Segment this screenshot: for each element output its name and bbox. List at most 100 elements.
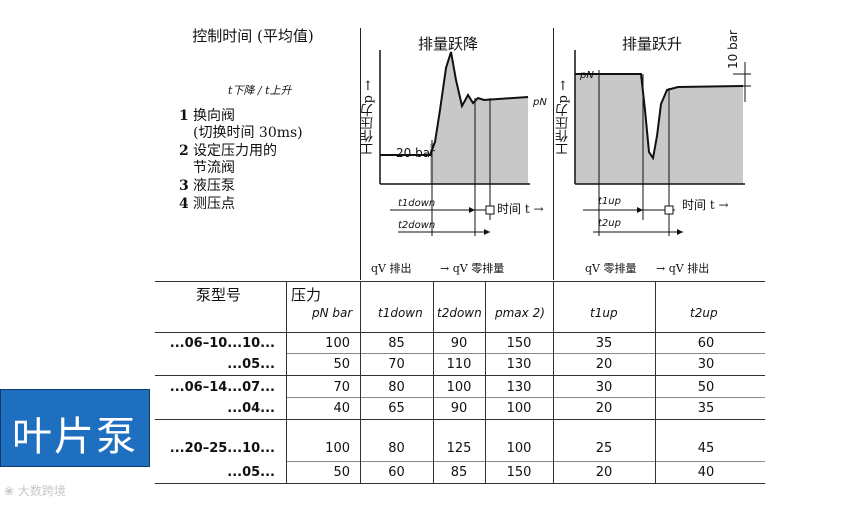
table-cell: 85 (450, 465, 468, 480)
table-cell: 130 (506, 380, 532, 395)
pressure-area (575, 74, 743, 184)
row-label: ...20–25...10... (169, 441, 275, 456)
diagram-down-t1: t1down (398, 198, 436, 209)
table-cell: 40 (697, 465, 715, 480)
pressure-area (430, 52, 528, 184)
table-cell: 80 (388, 441, 405, 456)
pressure-curve (380, 51, 529, 156)
table-cell: 35 (697, 401, 715, 416)
arrow-head (637, 207, 643, 213)
table-rule (155, 332, 765, 333)
header-pump: 泵型号 (196, 286, 242, 304)
table-cell: 100 (325, 336, 350, 351)
table-subrule (286, 461, 765, 462)
table-cell: 30 (595, 380, 613, 395)
diagram-up-t1: t1up (598, 196, 621, 207)
table-col-line (286, 281, 287, 483)
diagram-up-title: 排量跃升 (622, 35, 683, 53)
table-cell: 130 (506, 357, 532, 372)
diagram-up-plot (574, 50, 751, 236)
table-col-line (655, 281, 656, 483)
table-cell: 65 (388, 401, 405, 416)
row-label: ...06–10...10... (169, 336, 275, 351)
table-cell: 50 (333, 465, 350, 480)
header-t2down: t2down (437, 306, 482, 320)
legend-item: 2 设定压力用的 (179, 143, 277, 159)
arrow-head (677, 229, 683, 235)
legend-item: 3 液压泵 (179, 178, 235, 194)
table-rule (155, 483, 765, 484)
table-rule (155, 419, 765, 420)
table-cell: 90 (450, 401, 468, 416)
separator (553, 28, 554, 280)
table-rule (155, 281, 765, 282)
table-rule (155, 375, 765, 376)
side-label: 叶片泵 (0, 389, 150, 467)
table-cell: 20 (595, 401, 613, 416)
table-cell: 110 (446, 357, 472, 372)
table-col-line (360, 281, 361, 483)
diagram-down-pn: pN (533, 97, 547, 108)
table-cell: 80 (388, 380, 405, 395)
table-cell: 40 (333, 401, 350, 416)
diagram-down-footer-left: qV 排出 (371, 262, 412, 275)
table-cell: 60 (697, 336, 715, 351)
table-cell: 70 (388, 357, 405, 372)
watermark-icon: ❀ (4, 484, 18, 498)
table-cell: 50 (697, 380, 715, 395)
diagram-up-time: 时间 t → (682, 196, 729, 213)
header-t1down: t1down (378, 306, 423, 320)
diagram-down-level: 20 bar (396, 146, 435, 160)
diagram-up-footer-right: → qV 排出 (656, 262, 710, 275)
diagram-down-title: 排量跃降 (418, 35, 479, 53)
header-pmax: pmax 2) (495, 306, 545, 320)
table-subrule (286, 353, 765, 354)
table-cell: 150 (506, 465, 532, 480)
table-cell: 30 (697, 357, 715, 372)
table-cell: 35 (595, 336, 613, 351)
table-cell: 60 (388, 465, 405, 480)
arrow-head (469, 207, 475, 213)
table-cell: 20 (595, 465, 613, 480)
time-marker (485, 205, 495, 215)
table-cell: 45 (697, 441, 715, 456)
diagram-down-plot (379, 50, 530, 236)
table-col-line (553, 281, 554, 483)
legend-item: 1 换向阀 (179, 108, 235, 124)
table-col-line (433, 281, 434, 483)
header-pressure-unit: pN bar (312, 306, 353, 320)
header-pressure: 压力 (291, 286, 322, 304)
header-t1up: t1up (590, 306, 618, 320)
table-cell: 85 (388, 336, 405, 351)
table-cell: 20 (595, 357, 613, 372)
table-cell: 25 (595, 441, 613, 456)
legend-item: 4 测压点 (179, 196, 235, 212)
table-cell: 100 (506, 401, 532, 416)
arrow-head (484, 229, 490, 235)
table-cell: 90 (450, 336, 468, 351)
table-cell: 70 (333, 380, 350, 395)
table-cell: 100 (506, 441, 532, 456)
table-col-line (485, 281, 486, 483)
table-subrule (286, 397, 765, 398)
row-label: ...05... (227, 465, 275, 480)
watermark: ❀ 大数跨境 (4, 484, 66, 498)
row-label: ...04... (227, 401, 275, 416)
table-cell: 100 (325, 441, 350, 456)
diagram-down-time: 时间 t → (497, 200, 544, 217)
legend-title: 控制时间 (平均值) (192, 27, 314, 45)
diagram-down-t2: t2down (398, 220, 436, 231)
table-cell: 50 (333, 357, 350, 372)
table-cell: 150 (506, 336, 532, 351)
time-marker (664, 205, 674, 215)
legend-item: 节流阀 (193, 160, 235, 176)
diagram-up-footer-left: qV 零排量 (585, 262, 637, 275)
diagram-up-t2: t2up (598, 218, 621, 229)
legend-item: (切换时间 30ms) (193, 125, 303, 141)
row-label: ...06–14...07... (169, 380, 275, 395)
table-cell: 125 (446, 441, 472, 456)
separator (360, 28, 361, 280)
header-t2up: t2up (690, 306, 718, 320)
diagram-up-pn: pN (580, 70, 594, 81)
diagram-down-footer-right: → qV 零排量 (440, 262, 505, 275)
